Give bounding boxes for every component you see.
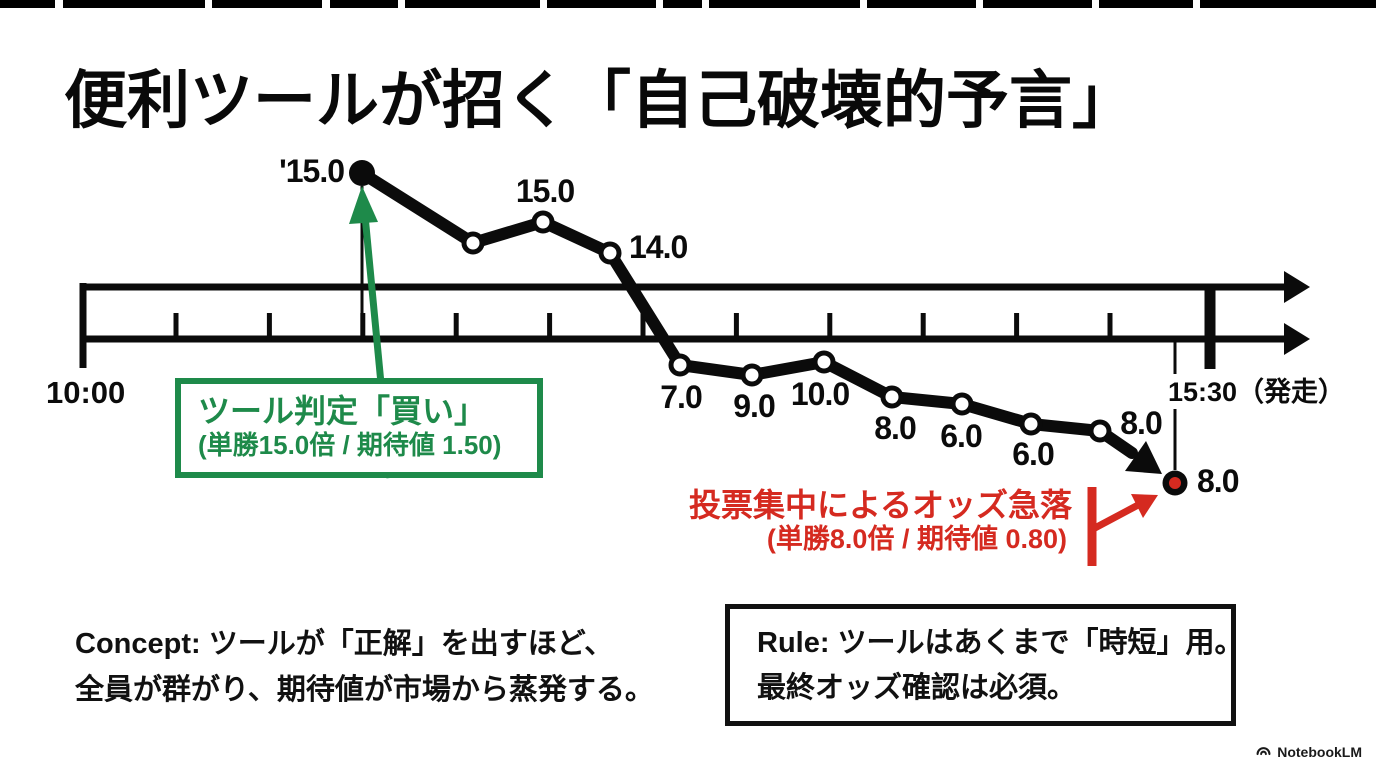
concept-line-2: 全員が群がり、期待値が市場から蒸発する。 bbox=[75, 674, 654, 706]
data-point-marker bbox=[598, 241, 622, 265]
data-point-marker bbox=[668, 353, 692, 377]
tool-verdict-detail: (単勝15.0倍 / 期待値 1.50) bbox=[198, 429, 502, 460]
point-value-label: 10.0 bbox=[790, 376, 850, 412]
data-point-marker bbox=[740, 363, 764, 387]
axis-label-end: 15:30（発走） bbox=[1168, 377, 1346, 407]
start-point-marker bbox=[349, 160, 375, 186]
point-value-label: 8.0 bbox=[874, 410, 916, 446]
data-point-marker bbox=[1088, 419, 1112, 443]
upper-axis-arrowhead-icon bbox=[1284, 271, 1310, 303]
point-value-label: '15.0 bbox=[279, 153, 345, 189]
odds-drop-callout: 投票集中によるオッズ急落 (単勝8.0倍 / 期待値 0.80) bbox=[688, 487, 1072, 554]
brand-label: NotebookLM bbox=[1277, 743, 1362, 760]
tool-verdict-callout: ツール判定「買い」 (単勝15.0倍 / 期待値 1.50) bbox=[175, 378, 543, 478]
red-callout-arrow bbox=[1087, 487, 1158, 566]
point-value-label: 15.0 bbox=[515, 173, 575, 209]
page-title: 便利ツールが招く「自己破壊的予言」 bbox=[64, 66, 1135, 136]
point-value-label: 14.0 bbox=[629, 229, 688, 265]
red-arrow-shaft bbox=[1091, 500, 1142, 533]
data-point-marker bbox=[1019, 412, 1043, 436]
data-point-marker bbox=[531, 210, 555, 234]
axis-label-start: 10:00 bbox=[46, 375, 126, 410]
concept-note: Concept: ツールが「正解」を出すほど、 全員が群がり、期待値が市場から蒸… bbox=[75, 621, 654, 713]
rule-line-1: Rule: ツールはあくまで「時短」用。 bbox=[757, 627, 1244, 659]
green-arrowhead-icon bbox=[349, 186, 378, 224]
odds-line bbox=[356, 167, 1138, 459]
notebooklm-brand: NotebookLM bbox=[1255, 743, 1362, 760]
tool-verdict-title: ツール判定「買い」 bbox=[198, 393, 487, 429]
red-arrowhead-icon bbox=[1131, 494, 1158, 518]
odds-drop-detail: (単勝8.0倍 / 期待値 0.80) bbox=[766, 523, 1067, 554]
point-value-label: 6.0 bbox=[940, 418, 982, 454]
point-value-label: 6.0 bbox=[1012, 436, 1054, 472]
point-value-label: 9.0 bbox=[733, 388, 775, 424]
rule-box: Rule: ツールはあくまで「時短」用。 最終オッズ確認は必須。 bbox=[725, 604, 1244, 726]
data-point-marker bbox=[812, 350, 836, 374]
odds-series bbox=[349, 160, 1188, 496]
odds-drop-title: 投票集中によるオッズ急落 bbox=[688, 487, 1072, 523]
data-point-marker bbox=[950, 392, 974, 416]
rule-line-2: 最終オッズ確認は必須。 bbox=[757, 672, 1077, 704]
cut-off-text-strip bbox=[0, 0, 1376, 8]
final-point-core bbox=[1169, 477, 1181, 489]
timeline-axes bbox=[79, 271, 1310, 369]
concept-line-1: Concept: ツールが「正解」を出すほど、 bbox=[75, 628, 614, 660]
series-arrowhead-icon bbox=[1125, 441, 1162, 474]
data-point-marker bbox=[880, 385, 904, 409]
notebooklm-logo-icon bbox=[1256, 747, 1271, 756]
data-point-marker bbox=[461, 231, 485, 255]
point-value-label: 8.0 bbox=[1197, 463, 1239, 499]
lower-axis-arrowhead-icon bbox=[1284, 323, 1310, 355]
point-value-label: 8.0 bbox=[1120, 405, 1162, 441]
point-value-label: 7.0 bbox=[660, 379, 702, 415]
